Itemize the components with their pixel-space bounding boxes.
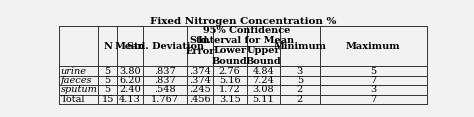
Text: Upper
Bound: Upper Bound [245, 46, 281, 66]
Text: 3.15: 3.15 [219, 95, 241, 104]
Text: 6.20: 6.20 [119, 76, 141, 85]
Text: 5: 5 [297, 76, 303, 85]
Text: 3.80: 3.80 [119, 67, 141, 75]
Text: 5.11: 5.11 [252, 95, 274, 104]
Text: 7: 7 [370, 95, 376, 104]
Text: 7.24: 7.24 [252, 76, 274, 85]
Text: 4.13: 4.13 [119, 95, 141, 104]
Text: 4.84: 4.84 [252, 67, 274, 75]
Text: faeces: faeces [61, 76, 92, 85]
Text: Mean: Mean [115, 42, 146, 51]
Text: 2: 2 [297, 85, 303, 94]
Text: 15: 15 [101, 95, 114, 104]
Text: sputum: sputum [61, 85, 98, 94]
Text: .837: .837 [154, 67, 176, 75]
Text: 5: 5 [104, 67, 110, 75]
Text: 3.08: 3.08 [252, 85, 274, 94]
Text: N: N [103, 42, 112, 51]
Text: 7: 7 [370, 76, 376, 85]
Text: .456: .456 [189, 95, 211, 104]
Text: Std.
Error: Std. Error [185, 36, 215, 56]
Text: 5: 5 [370, 67, 376, 75]
Text: 2: 2 [297, 95, 303, 104]
Text: 1.767: 1.767 [151, 95, 179, 104]
Text: .374: .374 [189, 67, 211, 75]
Text: Minimum: Minimum [273, 42, 327, 51]
Text: 2.76: 2.76 [219, 67, 241, 75]
Text: 3: 3 [297, 67, 303, 75]
Text: .374: .374 [189, 76, 211, 85]
Text: Lower
Bound: Lower Bound [212, 46, 247, 66]
Text: 5: 5 [104, 76, 110, 85]
Text: Total: Total [61, 95, 85, 104]
Text: 3: 3 [370, 85, 376, 94]
Text: Maximum: Maximum [346, 42, 401, 51]
Text: 1.72: 1.72 [219, 85, 241, 94]
Text: Fixed Nitrogen Concentration %: Fixed Nitrogen Concentration % [150, 17, 336, 26]
Text: 2.40: 2.40 [119, 85, 141, 94]
Text: Std. Deviation: Std. Deviation [127, 42, 203, 51]
Text: .548: .548 [154, 85, 176, 94]
Text: urine: urine [61, 67, 87, 75]
Text: 5: 5 [104, 85, 110, 94]
Text: .837: .837 [154, 76, 176, 85]
Text: .245: .245 [189, 85, 211, 94]
Text: 5.16: 5.16 [219, 76, 240, 85]
Text: 95% Confidence
Interval for Mean: 95% Confidence Interval for Mean [198, 26, 294, 45]
